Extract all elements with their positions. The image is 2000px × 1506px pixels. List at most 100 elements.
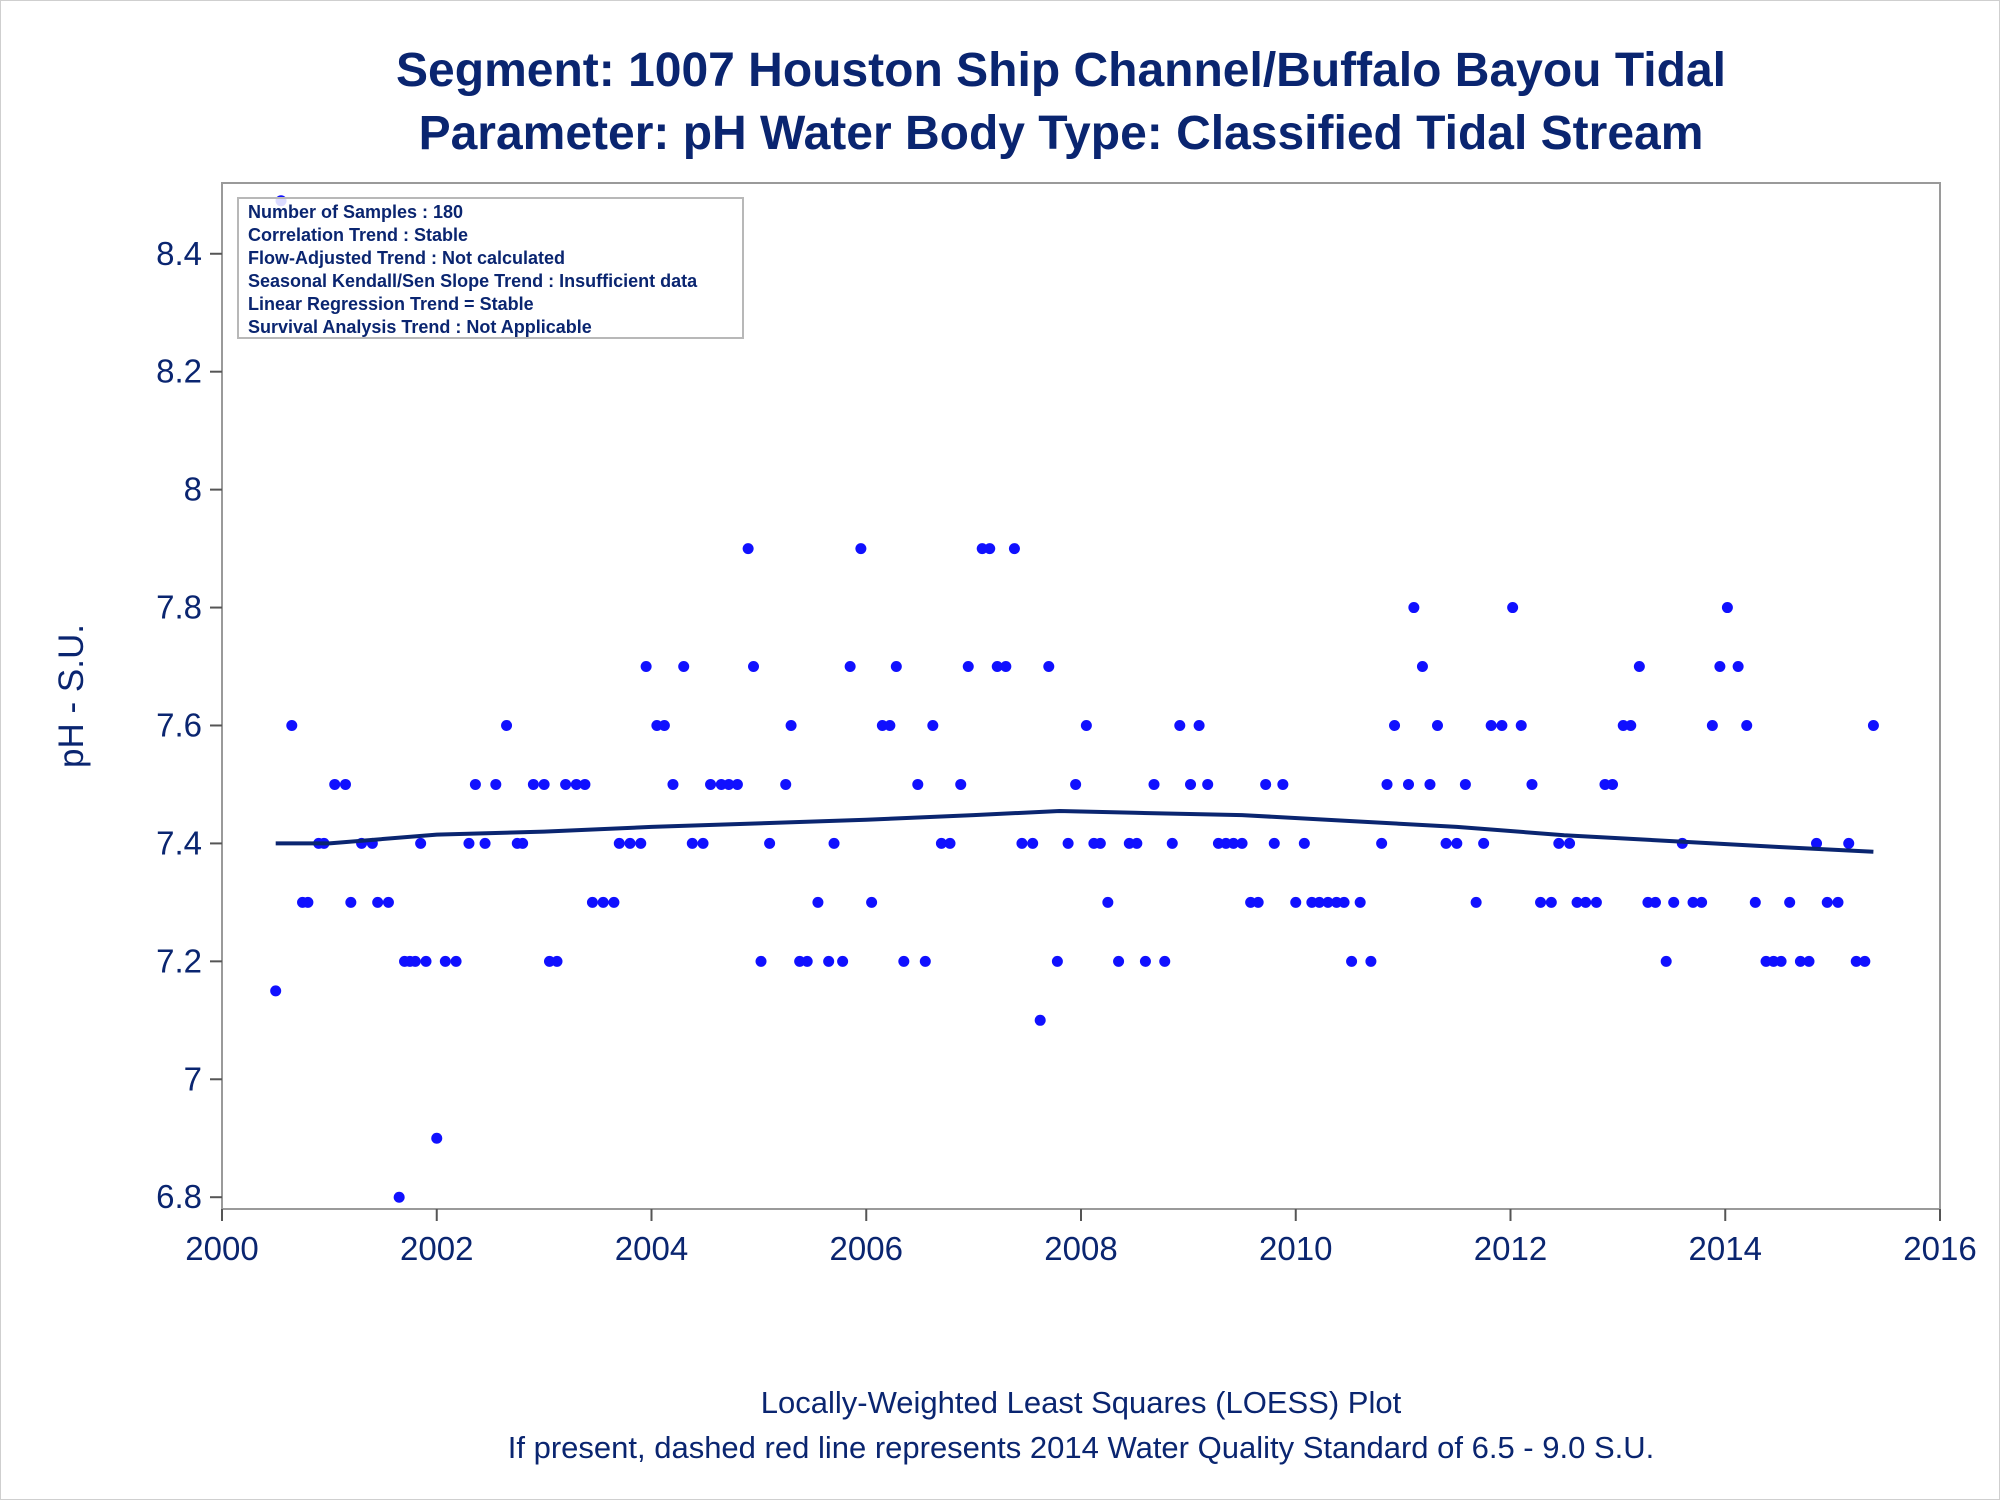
data-point: [1331, 896, 1343, 908]
data-point: [890, 661, 902, 673]
data-point: [1590, 896, 1602, 908]
chart-subtitle: Parameter: pH Water Body Type: Classifie…: [419, 107, 1704, 160]
data-point: [1732, 661, 1744, 673]
y-tick-label: 8.4: [156, 235, 202, 272]
data-point: [1313, 896, 1325, 908]
data-point: [1794, 955, 1806, 967]
data-point: [723, 778, 735, 790]
data-point: [1381, 778, 1393, 790]
data-point: [912, 778, 924, 790]
footnote-standard: If present, dashed red line represents 2…: [508, 1430, 1655, 1465]
data-point: [551, 955, 563, 967]
data-point: [823, 955, 835, 967]
data-point: [579, 778, 591, 790]
data-point: [837, 955, 849, 967]
data-point: [1070, 778, 1082, 790]
data-point: [1496, 719, 1508, 731]
data-point: [1599, 778, 1611, 790]
data-point: [1507, 602, 1519, 614]
data-point: [1553, 837, 1565, 849]
data-point: [678, 661, 690, 673]
data-point: [1000, 661, 1012, 673]
data-point: [1252, 896, 1264, 908]
data-point: [382, 896, 394, 908]
data-point: [345, 896, 357, 908]
data-point: [855, 543, 867, 555]
data-point: [270, 985, 282, 997]
data-point: [1784, 896, 1796, 908]
data-point: [898, 955, 910, 967]
data-point: [339, 778, 351, 790]
data-point: [1290, 896, 1302, 908]
data-point: [372, 896, 384, 908]
data-point: [1174, 719, 1186, 731]
data-point: [538, 778, 550, 790]
x-tick-label: 2004: [615, 1230, 688, 1267]
data-point: [1027, 837, 1039, 849]
data-point: [935, 837, 947, 849]
y-tick-label: 8: [184, 471, 202, 508]
data-point: [1843, 837, 1855, 849]
data-point: [1440, 837, 1452, 849]
data-point: [517, 837, 529, 849]
x-tick-label: 2010: [1259, 1230, 1332, 1267]
data-point: [1416, 661, 1428, 673]
y-tick-label: 7.8: [156, 589, 202, 626]
data-point: [543, 955, 555, 967]
data-point: [1768, 955, 1780, 967]
data-point: [1564, 837, 1576, 849]
data-point: [635, 837, 647, 849]
data-point: [1268, 837, 1280, 849]
data-point: [1062, 837, 1074, 849]
data-point: [1607, 778, 1619, 790]
data-point: [1008, 543, 1020, 555]
data-point: [927, 719, 939, 731]
data-point: [976, 543, 988, 555]
data-point: [962, 661, 974, 673]
data-point: [1376, 837, 1388, 849]
stat-seasonal-kendall-trend: Seasonal Kendall/Sen Slope Trend : Insuf…: [248, 271, 698, 291]
data-point: [1094, 837, 1106, 849]
stat-number-of-samples: Number of Samples : 180: [248, 202, 463, 222]
data-point: [1760, 955, 1772, 967]
data-point: [640, 661, 652, 673]
x-tick-label: 2016: [1903, 1230, 1976, 1267]
data-point: [286, 719, 298, 731]
data-point: [1365, 955, 1377, 967]
data-point: [439, 955, 451, 967]
data-point: [501, 719, 513, 731]
data-point: [1227, 837, 1239, 849]
data-point: [1245, 896, 1257, 908]
data-point: [1034, 1014, 1046, 1026]
data-point: [1306, 896, 1318, 908]
loess-line: [275, 808, 1874, 854]
stat-flow-adjusted-trend: Flow-Adjusted Trend : Not calculated: [248, 248, 565, 268]
y-tick-label: 7: [184, 1060, 202, 1097]
data-point: [560, 778, 572, 790]
data-point: [1580, 896, 1592, 908]
data-point: [415, 837, 427, 849]
data-point: [1043, 661, 1055, 673]
data-point: [1859, 955, 1871, 967]
data-point: [1687, 896, 1699, 908]
data-point: [794, 955, 806, 967]
data-point: [686, 837, 698, 849]
chart-title: Segment: 1007 Houston Ship Channel/Buffa…: [396, 44, 1726, 97]
data-point: [1660, 955, 1672, 967]
stats-box-border: [237, 197, 744, 339]
data-point: [1193, 719, 1205, 731]
data-point: [1642, 896, 1654, 908]
x-tick-label: 2000: [185, 1230, 258, 1267]
data-point: [697, 837, 709, 849]
data-point: [1338, 896, 1350, 908]
data-point: [1346, 955, 1358, 967]
data-point: [731, 778, 743, 790]
data-point: [866, 896, 878, 908]
stats-box: Number of Samples : 180 Correlation Tren…: [237, 197, 744, 339]
data-point: [944, 837, 956, 849]
data-point: [955, 778, 967, 790]
data-point: [469, 778, 481, 790]
data-point: [613, 837, 625, 849]
